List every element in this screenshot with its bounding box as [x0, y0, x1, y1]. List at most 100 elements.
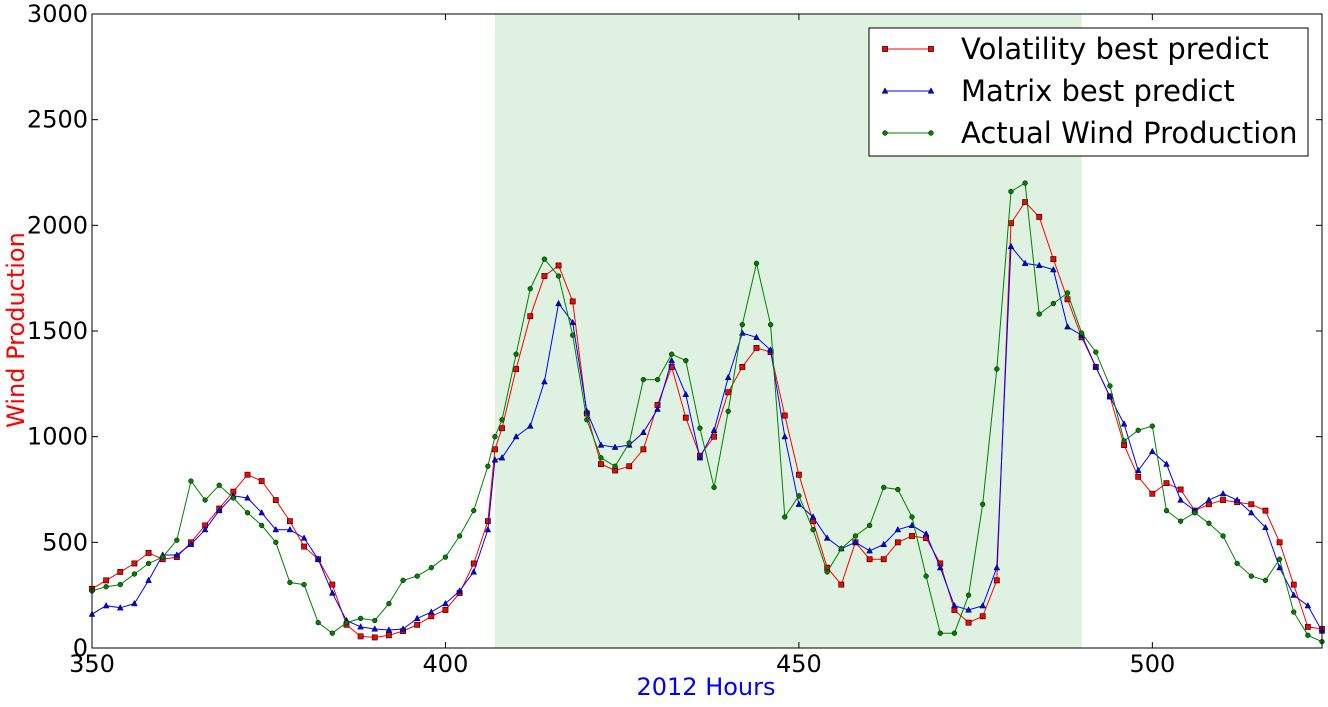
- data-point: [258, 478, 265, 484]
- data-point: [894, 525, 902, 533]
- legend-item: Matrix best predict: [881, 74, 1235, 108]
- data-point: [1220, 497, 1226, 503]
- data-point: [287, 579, 293, 586]
- data-point: [612, 463, 618, 469]
- data-point: [541, 377, 548, 385]
- data-point: [795, 471, 802, 478]
- data-point: [492, 434, 498, 440]
- data-point: [343, 619, 350, 626]
- data-point: [994, 366, 1000, 372]
- x-tick-label: 500: [1129, 650, 1175, 678]
- data-point: [555, 273, 562, 279]
- data-point: [201, 525, 209, 533]
- data-point: [1036, 311, 1042, 317]
- y-tick-label: 1000: [27, 423, 88, 451]
- data-point: [1219, 489, 1227, 497]
- data-point: [1106, 392, 1114, 400]
- data-point: [654, 405, 661, 412]
- data-point: [866, 522, 873, 529]
- data-point: [300, 534, 308, 541]
- series-layer: [88, 180, 1326, 645]
- data-point: [936, 563, 944, 571]
- x-tick-label: 400: [423, 650, 469, 678]
- data-point: [526, 422, 534, 429]
- data-point: [484, 518, 491, 525]
- data-point: [1276, 539, 1283, 546]
- data-point: [244, 494, 251, 501]
- data-point: [413, 614, 421, 621]
- y-tick-label: 2500: [27, 106, 88, 134]
- series-3: [89, 180, 1325, 645]
- data-point: [1135, 473, 1142, 480]
- data-point: [117, 581, 123, 588]
- data-point: [117, 569, 124, 575]
- data-point: [1177, 496, 1184, 503]
- data-point: [103, 584, 109, 590]
- data-point: [881, 484, 887, 491]
- data-point: [1149, 423, 1155, 429]
- data-point: [1290, 591, 1298, 598]
- y-tick-label: 0: [73, 634, 88, 662]
- data-point: [880, 540, 888, 547]
- data-point: [301, 543, 307, 550]
- data-point: [1064, 323, 1071, 330]
- data-point: [357, 615, 364, 622]
- data-point: [1135, 427, 1141, 433]
- data-point: [569, 318, 577, 326]
- data-point: [414, 621, 421, 628]
- data-point: [923, 573, 929, 579]
- data-point: [513, 366, 520, 372]
- data-point: [1120, 420, 1128, 427]
- data-point: [711, 484, 717, 491]
- data-point: [174, 537, 180, 543]
- data-point: [598, 461, 604, 468]
- data-point: [1050, 300, 1057, 307]
- data-point: [258, 509, 265, 516]
- data-point: [1304, 601, 1312, 609]
- data-point: [1093, 349, 1099, 355]
- data-point: [669, 351, 675, 357]
- data-point: [1291, 609, 1297, 615]
- data-point: [428, 565, 434, 571]
- data-point: [329, 630, 335, 636]
- data-point: [993, 563, 1001, 571]
- data-point: [838, 546, 844, 552]
- data-point: [1262, 523, 1269, 531]
- data-point: [329, 589, 336, 596]
- data-point: [1050, 256, 1057, 263]
- data-point: [215, 506, 223, 514]
- data-point: [259, 522, 265, 529]
- data-point: [273, 539, 279, 545]
- data-point: [584, 417, 590, 423]
- data-point: [498, 454, 506, 461]
- data-point: [753, 345, 760, 351]
- data-point: [1206, 520, 1212, 526]
- data-point: [1107, 383, 1113, 389]
- legend-item: Volatility best predict: [882, 32, 1269, 66]
- data-point: [1177, 518, 1184, 524]
- data-point: [1149, 447, 1156, 455]
- legend-label: Volatility best predict: [961, 32, 1269, 66]
- data-point: [965, 619, 972, 626]
- data-point: [116, 604, 124, 611]
- data-point: [937, 630, 943, 636]
- data-point: [951, 601, 958, 609]
- data-point: [782, 514, 788, 520]
- x-axis-title: 2012 Hours: [636, 673, 775, 701]
- data-point: [230, 495, 237, 501]
- data-point: [357, 623, 364, 630]
- data-point: [928, 130, 934, 136]
- data-point: [909, 533, 915, 539]
- data-point: [216, 482, 222, 488]
- data-point: [1192, 510, 1198, 516]
- data-point: [371, 625, 379, 632]
- y-tick-label: 3000: [27, 0, 88, 28]
- data-point: [767, 322, 774, 328]
- data-point: [682, 414, 689, 421]
- data-point: [499, 425, 505, 432]
- data-point: [1177, 486, 1184, 493]
- x-tick-label: 350: [69, 650, 115, 678]
- data-point: [1220, 533, 1226, 539]
- data-point: [753, 260, 760, 267]
